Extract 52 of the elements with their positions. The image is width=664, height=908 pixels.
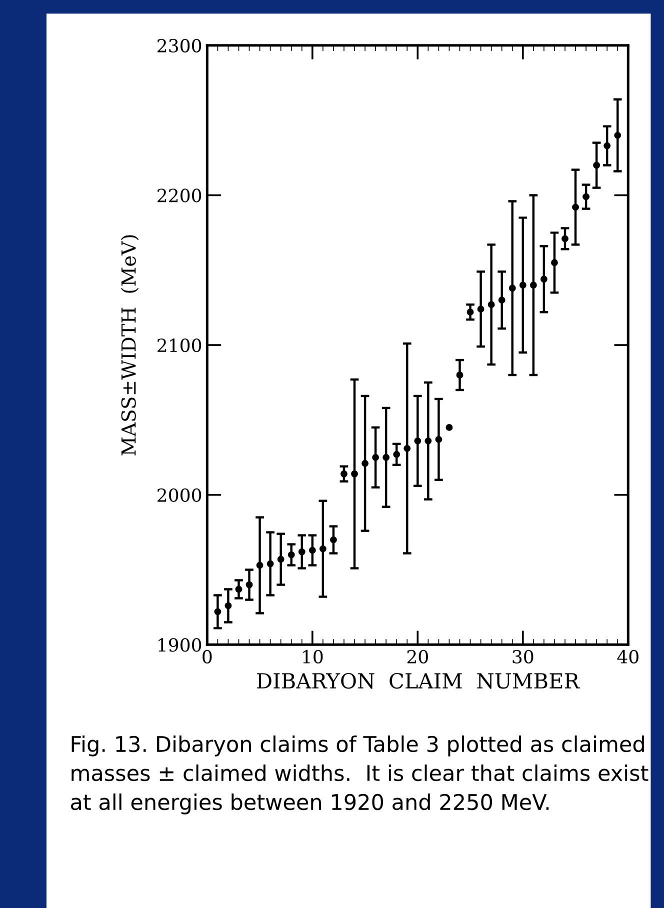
point (308, 546, 316, 554)
point (362, 460, 369, 467)
point (224, 602, 232, 610)
point (562, 235, 568, 242)
point (214, 608, 222, 616)
point (372, 454, 380, 461)
point (404, 444, 411, 452)
point (319, 545, 326, 552)
point (508, 284, 516, 292)
point (256, 562, 264, 569)
point (330, 536, 337, 544)
y-tick-label: 2200 (158, 188, 202, 202)
point (530, 282, 537, 289)
point (393, 450, 400, 458)
caption: Fig. 13. Dibaryon claims of Table 3 plotted as claimed masses ± claimed widths. It is clear that claims exist at all energies between 1920 and 2250 MeV. (71, 735, 648, 814)
y-axis-title: MASS±WIDTH (MeV) (120, 235, 139, 456)
point (519, 282, 526, 289)
point (266, 560, 274, 568)
point (435, 436, 442, 443)
point (488, 301, 495, 308)
point (298, 548, 306, 556)
y-tick-label: 1900 (158, 638, 202, 652)
point (446, 424, 453, 431)
point (614, 132, 622, 139)
point (477, 306, 484, 313)
point (456, 372, 464, 378)
point (246, 581, 253, 588)
point (466, 308, 474, 316)
point (551, 259, 558, 266)
point (604, 142, 611, 150)
x-tick-label: 30 (512, 650, 534, 664)
point (414, 437, 422, 444)
point (572, 204, 579, 211)
point (582, 193, 590, 200)
x-tick-label: 0 (202, 650, 212, 664)
x-tick-label: 20 (407, 650, 428, 664)
point (382, 454, 390, 461)
point (424, 437, 432, 444)
y-tick-label: 2000 (158, 488, 202, 502)
y-tick-label: 2100 (158, 338, 202, 352)
point (540, 276, 548, 283)
point (593, 162, 600, 169)
x-tick-label: 10 (303, 650, 323, 664)
point (288, 551, 295, 558)
y-tick-label: 2300 (158, 38, 202, 53)
point (340, 470, 348, 478)
point (498, 296, 506, 304)
x-axis-title: DIBARYON CLAIM NUMBER (257, 672, 580, 689)
point (351, 470, 358, 478)
x-tick-label: 40 (617, 650, 638, 664)
point (277, 556, 284, 563)
point (235, 586, 242, 593)
